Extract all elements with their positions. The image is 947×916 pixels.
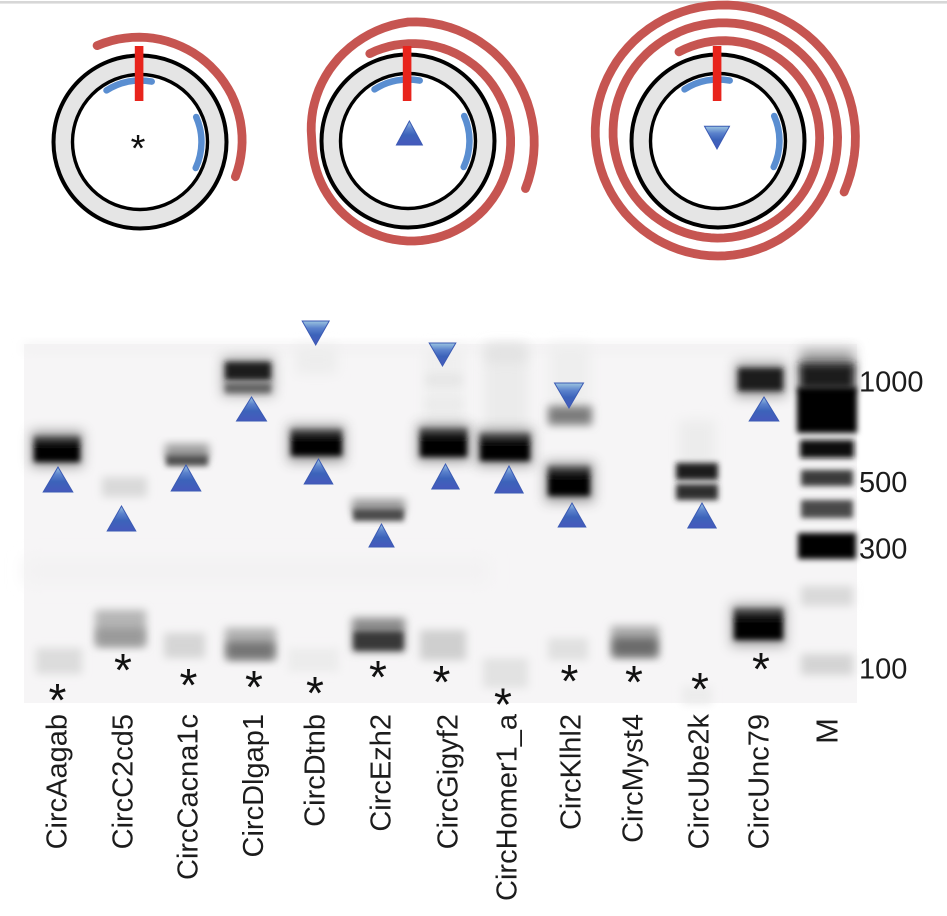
svg-text:CircMyst4: CircMyst4: [618, 714, 650, 843]
svg-text:*: *: [561, 655, 579, 707]
svg-text:CircC2cd5: CircC2cd5: [108, 714, 140, 849]
svg-text:CircAagab: CircAagab: [42, 714, 74, 849]
svg-text:*: *: [131, 128, 146, 170]
svg-text:*: *: [306, 667, 324, 719]
svg-text:500: 500: [859, 467, 907, 499]
svg-text:CircEzh2: CircEzh2: [366, 714, 398, 832]
svg-text:CircCacna1c: CircCacna1c: [173, 714, 205, 880]
svg-text:*: *: [49, 674, 67, 726]
svg-text:*: *: [691, 663, 709, 715]
svg-text:CircDtnb: CircDtnb: [300, 714, 332, 827]
svg-text:300: 300: [859, 534, 907, 566]
svg-text:*: *: [369, 651, 387, 703]
svg-text:*: *: [752, 643, 770, 695]
svg-text:*: *: [245, 661, 263, 713]
svg-text:M: M: [810, 718, 845, 744]
svg-text:1000: 1000: [859, 367, 924, 399]
svg-text:*: *: [433, 656, 451, 708]
svg-text:CircKlhl2: CircKlhl2: [556, 714, 588, 830]
svg-text:CircUnc79: CircUnc79: [744, 714, 776, 849]
svg-text:*: *: [494, 679, 512, 731]
svg-text:CircUbe2k: CircUbe2k: [684, 714, 716, 850]
svg-text:*: *: [625, 656, 643, 708]
svg-text:100: 100: [859, 654, 907, 686]
svg-text:CircGigyf2: CircGigyf2: [433, 714, 465, 849]
svg-text:CircDlgap1: CircDlgap1: [238, 714, 270, 857]
svg-text:*: *: [180, 659, 198, 711]
svg-text:*: *: [114, 644, 132, 696]
svg-text:CircHomer1_a: CircHomer1_a: [492, 713, 524, 901]
